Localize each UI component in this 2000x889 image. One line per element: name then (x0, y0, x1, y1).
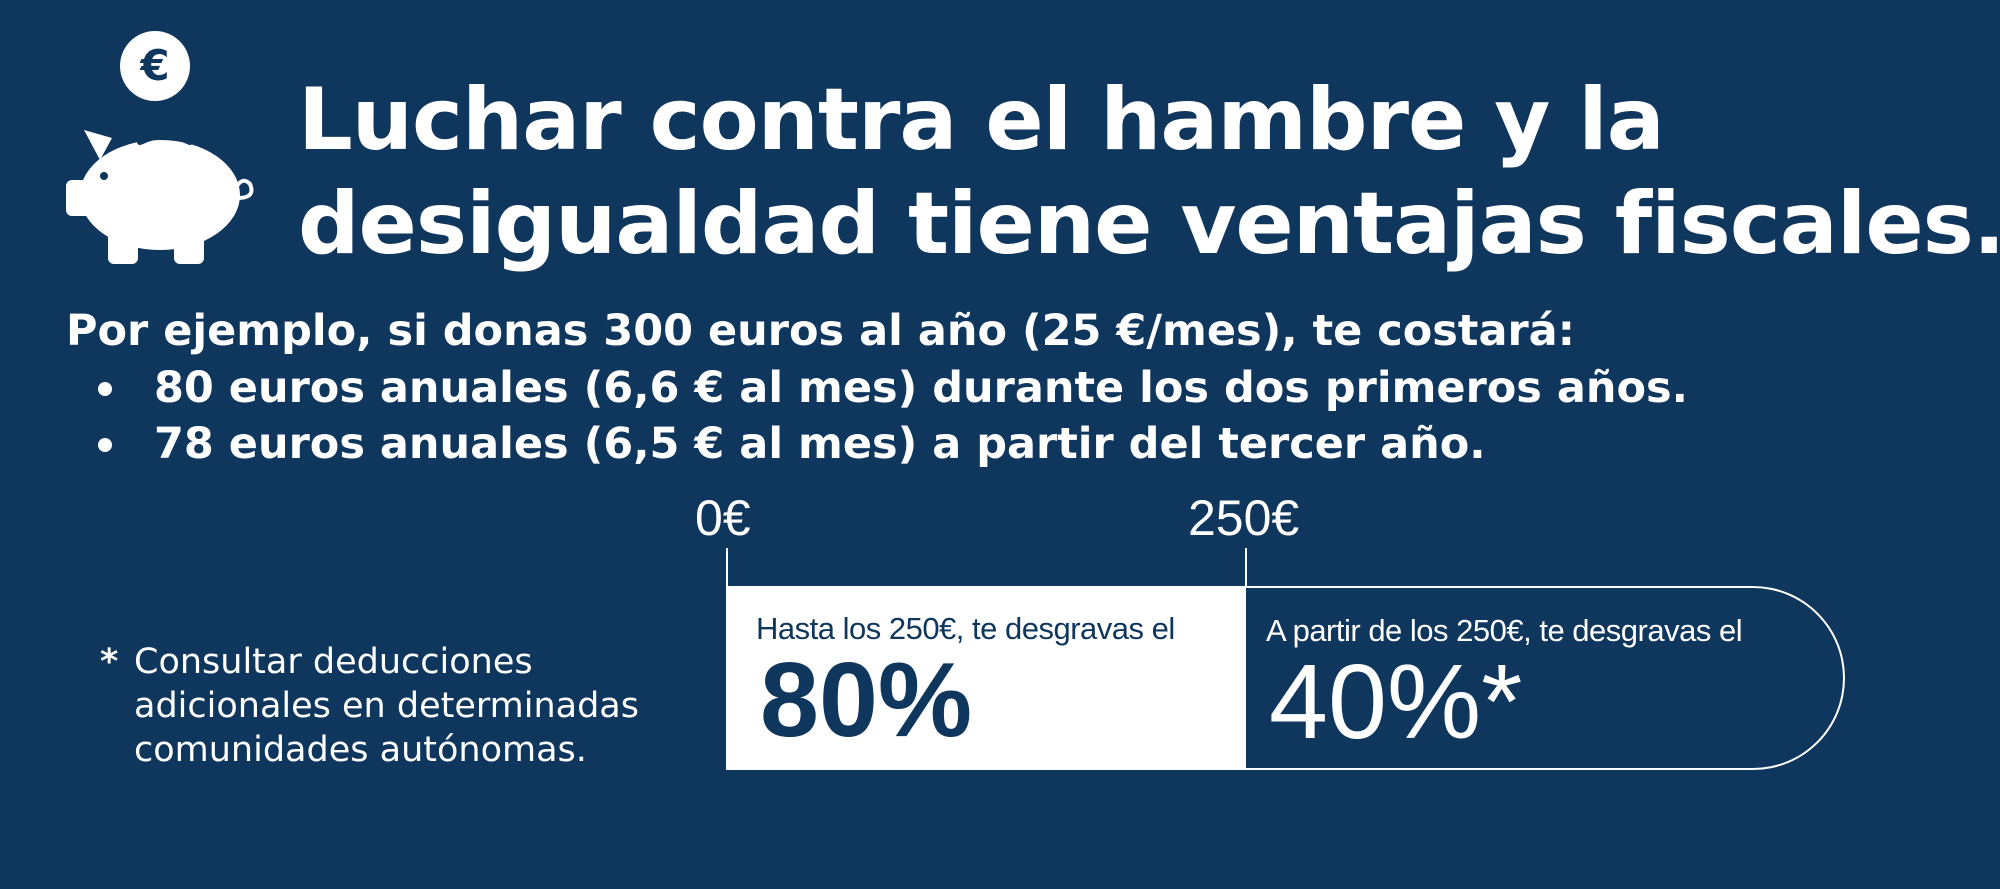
deduction-high-percent: 40%* (1269, 643, 1523, 761)
deduction-box-over-250: A partir de los 250€, te desgravas el 40… (1245, 586, 1845, 770)
deduction-low-caption: Hasta los 250€, te desgravas el (756, 611, 1175, 646)
deduction-low-percent: 80% (760, 641, 973, 759)
svg-text:€: € (139, 41, 169, 90)
headline-line-2: desigualdad tiene ventajas fiscales. (298, 174, 2000, 274)
bullet-third-year: 78 euros anuales (6,5 € al mes) a partir… (92, 416, 1688, 472)
deduction-box-up-to-250: Hasta los 250€, te desgravas el 80% (726, 586, 1246, 770)
bullet-first-years: 80 euros anuales (6,6 € al mes) durante … (92, 360, 1688, 416)
headline: Luchar contra el hambre y la desigualdad… (298, 68, 2000, 276)
scale-start-tick (726, 548, 728, 588)
euro-coin-icon: € (120, 31, 190, 101)
scale-start-label: 0€ (695, 490, 751, 546)
cost-bullet-list: 80 euros anuales (6,6 € al mes) durante … (92, 360, 1688, 472)
piggy-bank-icon: € (66, 31, 254, 264)
scale-mid-tick (1245, 548, 1247, 588)
footnote: * Consultar deducciones adicionales en d… (100, 640, 660, 772)
scale-mid-label: 250€ (1188, 490, 1300, 546)
deduction-high-caption: A partir de los 250€, te desgravas el (1266, 613, 1743, 648)
footnote-text: Consultar deducciones adicionales en det… (134, 642, 639, 770)
headline-line-1: Luchar contra el hambre y la (298, 70, 1665, 170)
footnote-asterisk: * (100, 642, 119, 682)
intro-text: Por ejemplo, si donas 300 euros al año (… (66, 306, 1575, 356)
